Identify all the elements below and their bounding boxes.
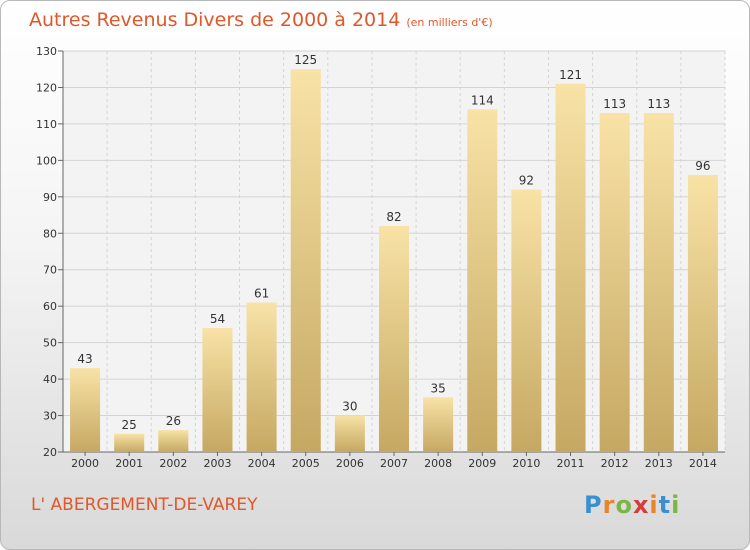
y-tick-label: 100: [36, 154, 57, 167]
x-tick-label: 2006: [336, 457, 364, 470]
x-tick-label: 2012: [601, 457, 629, 470]
y-tick-label: 80: [43, 227, 57, 240]
bar: [599, 112, 630, 453]
bar: [687, 174, 718, 453]
label-layer: 43 25 26 54 61 125 30 82 35 114 92 121 113 113 96: [77, 53, 710, 432]
bar: [114, 433, 145, 452]
bar: [70, 368, 101, 452]
bar-value-label: 54: [210, 312, 225, 326]
x-tick-label: 2010: [512, 457, 540, 470]
logo-letter: o: [615, 491, 633, 519]
x-tick-label: 2011: [557, 457, 585, 470]
x-tick-label: 2005: [292, 457, 320, 470]
bar: [467, 109, 498, 452]
x-tick-label: 2004: [248, 457, 276, 470]
bar-value-label: 121: [559, 68, 582, 82]
axis-layer: 20 30 40 50 60 70 80 90 100 110 120 130 2000 2001 2002…: [36, 45, 725, 470]
bar-value-label: 82: [386, 210, 401, 224]
y-tick-label: 20: [43, 446, 57, 459]
y-tick-label: 110: [36, 118, 57, 131]
x-tick-label: 2007: [380, 457, 408, 470]
y-tick-label: 90: [43, 191, 57, 204]
logo-letter: t: [658, 491, 672, 519]
bar-value-label: 25: [122, 418, 137, 432]
x-tick-label: 2008: [424, 457, 452, 470]
logo-letter: r: [602, 491, 616, 519]
x-tick-label: 2009: [468, 457, 496, 470]
x-tick-label: 2014: [689, 457, 717, 470]
bar-value-label: 125: [294, 53, 317, 67]
bar-value-label: 43: [77, 352, 92, 366]
logo-letter: P: [584, 491, 603, 519]
bar-value-label: 114: [471, 93, 494, 107]
bar: [643, 112, 674, 453]
bar: [334, 415, 365, 452]
bar-value-label: 35: [430, 381, 445, 395]
y-tick-label: 50: [43, 337, 57, 350]
y-tick-label: 120: [36, 81, 57, 94]
logo-letter: x: [632, 491, 650, 519]
x-tick-label: 2013: [645, 457, 673, 470]
bar: [202, 328, 233, 452]
logo-letter: i: [649, 491, 659, 519]
y-tick-label: 30: [43, 410, 57, 423]
y-tick-label: 130: [36, 45, 57, 58]
chart-subtitle: (en milliers d'€): [406, 16, 493, 29]
commune-name: L' ABERGEMENT-DE-VAREY: [31, 495, 258, 515]
x-tick-label: 2002: [159, 457, 187, 470]
y-tick-label: 60: [43, 300, 57, 313]
bar-value-label: 61: [254, 287, 269, 301]
chart-title: Autres Revenus Divers de 2000 à 2014 (en …: [29, 9, 493, 31]
bar-value-label: 26: [166, 414, 181, 428]
bar: [290, 69, 321, 453]
bar-value-label: 30: [342, 400, 357, 414]
bar-value-label: 92: [519, 174, 534, 188]
x-tick-label: 2001: [115, 457, 143, 470]
bar: [158, 430, 189, 452]
x-tick-label: 2003: [203, 457, 231, 470]
bar: [378, 225, 410, 452]
bar-value-label: 113: [647, 97, 670, 111]
bar-value-label: 113: [603, 97, 626, 111]
bar: [555, 83, 586, 453]
bar: [511, 189, 542, 452]
y-tick-label: 40: [43, 373, 57, 386]
bar-layer: [70, 69, 718, 453]
x-tick-label: 2000: [71, 457, 99, 470]
bar: [246, 302, 277, 452]
bar: [423, 397, 454, 452]
proxiti-logo: Proxiti: [584, 491, 680, 519]
y-tick-label: 70: [43, 264, 57, 277]
bar-value-label: 96: [695, 159, 710, 173]
logo-letter: i: [671, 491, 681, 519]
